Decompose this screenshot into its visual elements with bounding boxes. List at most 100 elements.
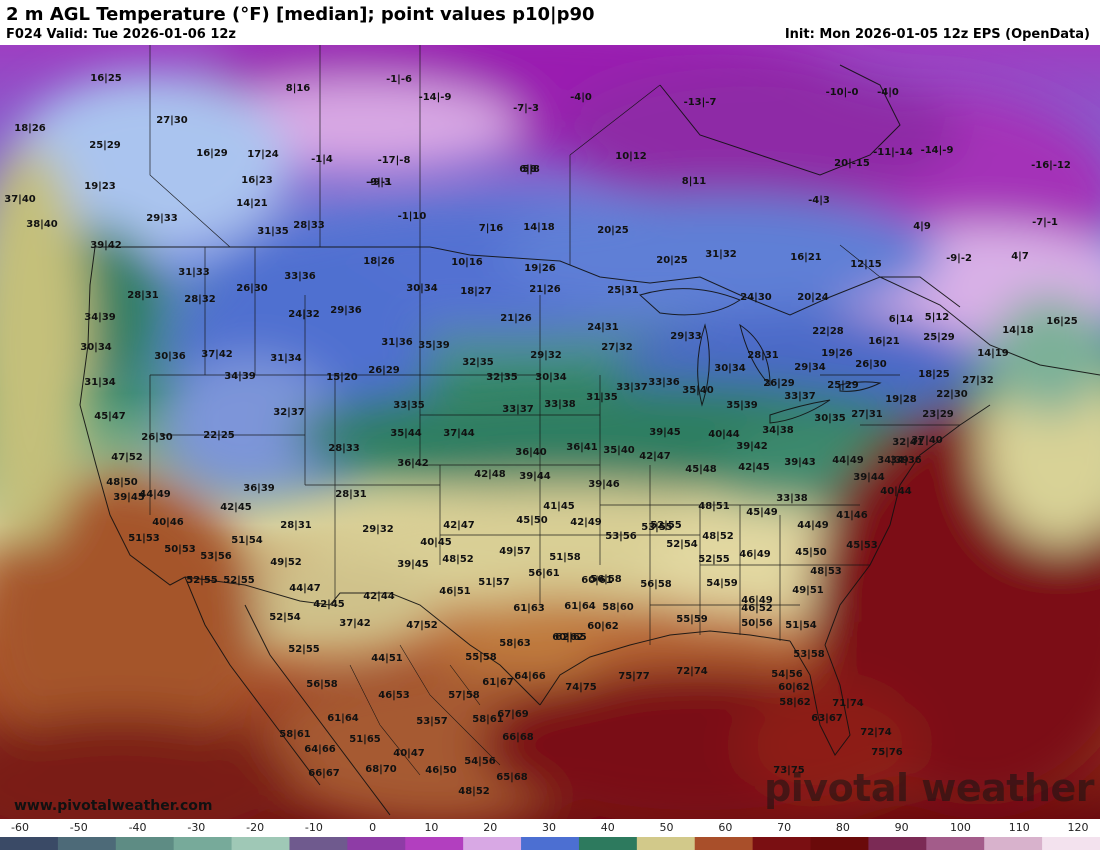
point-value-label: -7|-3	[513, 103, 539, 114]
point-value-label: 35|39	[418, 340, 450, 351]
point-value-label: 30|36	[154, 351, 186, 362]
point-value-label: 22|28	[812, 326, 844, 337]
point-value-label: 39|42	[736, 441, 768, 452]
point-value-label: 30|35	[814, 413, 846, 424]
point-value-label: 52|55	[698, 554, 730, 565]
point-value-label: 40|44	[708, 429, 740, 440]
point-value-label: 30|34	[535, 372, 567, 383]
point-value-label: 52|55	[186, 575, 218, 586]
point-value-label: 37|42	[201, 349, 233, 360]
point-value-label: 24|30	[740, 292, 772, 303]
colorbar-swatch	[58, 837, 116, 850]
point-value-label: 29|36	[330, 305, 362, 316]
point-value-label: 30|34	[406, 283, 438, 294]
point-value-label: 27|30	[156, 115, 188, 126]
point-value-label: -17|-8	[378, 155, 411, 166]
point-value-label: 42|45	[313, 599, 345, 610]
point-value-label: 45|49	[746, 507, 778, 518]
point-value-label: 20|25	[656, 255, 688, 266]
point-value-label: 4|7	[1011, 251, 1029, 262]
init-time: Init: Mon 2026-01-05 12z EPS (OpenData)	[785, 27, 1090, 42]
point-value-label: 37|40	[911, 435, 943, 446]
colorbar-swatch	[347, 837, 405, 850]
colorbar-swatches	[0, 837, 1100, 850]
point-value-label: 25|29	[923, 332, 955, 343]
point-value-label: 61|63	[513, 603, 545, 614]
point-value-label: 37|44	[443, 428, 475, 439]
point-value-label: 27|32	[601, 342, 633, 353]
colorbar-tick-label: 90	[895, 821, 909, 834]
point-value-label: 55|59	[676, 614, 708, 625]
point-value-label: 57|58	[448, 690, 480, 701]
point-value-label: 46|49	[739, 549, 771, 560]
point-value-label: 29|32	[362, 524, 394, 535]
point-value-label: 16|21	[868, 336, 900, 347]
point-value-label: 54|59	[706, 578, 738, 589]
point-value-label: 75|77	[618, 671, 650, 682]
point-value-label: 30|34	[80, 342, 112, 353]
point-value-label: 40|47	[393, 748, 425, 759]
point-value-label: 10|16	[451, 257, 483, 268]
point-value-label: 33|36	[648, 377, 680, 388]
point-value-label: 63|67	[811, 713, 843, 724]
colorbar-tick-label: -60	[11, 821, 29, 834]
colorbar-ticks: -60 -50 -40 -30 -20 -10 0 10 20 30 40 50 60 70 80 90 100…	[11, 821, 1088, 834]
colorbar-swatch	[289, 837, 347, 850]
point-value-label: 44|49	[797, 520, 829, 531]
point-value-label: 33|38	[544, 399, 576, 410]
point-value-label: 66|67	[308, 768, 340, 779]
point-value-label: -7|-1	[1032, 217, 1058, 228]
point-value-label: 16|25	[90, 73, 122, 84]
colorbar-swatch	[753, 837, 811, 850]
point-value-label: 50|53	[164, 544, 196, 555]
point-value-label: 51|54	[231, 535, 263, 546]
colorbar: -60 -50 -40 -30 -20 -10 0 10 20 30 40 50 60 70 80 90 100…	[0, 819, 1100, 850]
colorbar-tick-label: 120	[1068, 821, 1089, 834]
point-value-label: 29|33	[670, 331, 702, 342]
map-title: 2 m AGL Temperature (°F) [median]; point…	[6, 4, 595, 25]
point-value-label: 25|29	[89, 140, 121, 151]
point-value-label: 51|54	[785, 620, 817, 631]
point-value-label: 66|68	[502, 732, 534, 743]
point-value-label: 32|35	[462, 357, 494, 368]
point-value-label: 46|52	[741, 603, 773, 614]
point-value-label: -10|-0	[826, 87, 859, 98]
colorbar-tick-label: -10	[305, 821, 323, 834]
point-value-label: 25|31	[607, 285, 639, 296]
colorbar-tick-label: 60	[718, 821, 732, 834]
point-value-label: 48|51	[698, 501, 730, 512]
colorbar-swatch	[116, 837, 174, 850]
point-value-label: 35|40	[682, 385, 714, 396]
point-value-label: 49|57	[499, 546, 531, 557]
point-value-label: 51|65	[349, 734, 381, 745]
point-value-label: 16|29	[196, 148, 228, 159]
point-value-label: 46|51	[439, 586, 471, 597]
colorbar-swatch	[405, 837, 463, 850]
point-value-label: 20|-15	[834, 158, 870, 169]
point-value-label: 72|74	[676, 666, 708, 677]
point-value-label: 18|27	[460, 286, 492, 297]
point-value-label: 31|32	[705, 249, 737, 260]
point-value-label: 45|48	[685, 464, 717, 475]
point-value-label: 33|38	[776, 493, 808, 504]
point-value-label: 65|68	[496, 772, 528, 783]
point-value-label: 45|50	[795, 547, 827, 558]
point-value-label: 28|33	[293, 220, 325, 231]
point-value-label: 39|42	[90, 240, 122, 251]
website-credit[interactable]: www.pivotalweather.com	[14, 798, 213, 814]
point-value-label: 41|45	[543, 501, 575, 512]
point-value-label: 26|29	[368, 365, 400, 376]
point-value-label: 28|31	[747, 350, 779, 361]
point-value-label: 53|56	[605, 531, 637, 542]
point-value-label: 40|44	[880, 486, 912, 497]
point-value-label: 20|24	[797, 292, 829, 303]
point-value-label: 48|52	[458, 786, 490, 797]
temperature-map: 16|25 8|16 -1|-6 -14|-9 -7|-3 -4|0 -13|-7 -10|-…	[0, 45, 1100, 819]
point-value-label: 36|40	[515, 447, 547, 458]
colorbar-swatch	[232, 837, 290, 850]
point-value-label: 21|26	[529, 284, 561, 295]
point-value-label: 60|62	[778, 682, 810, 693]
point-value-label: 52|54	[269, 612, 301, 623]
point-value-label: 14|18	[523, 222, 555, 233]
